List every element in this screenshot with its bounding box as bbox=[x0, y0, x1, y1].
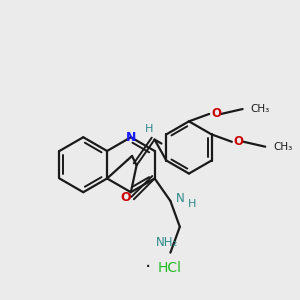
Text: O: O bbox=[234, 135, 244, 148]
Text: O: O bbox=[121, 191, 131, 204]
Text: H: H bbox=[145, 124, 153, 134]
Text: O: O bbox=[211, 107, 221, 121]
Text: HCl: HCl bbox=[158, 261, 182, 275]
Text: CH₃: CH₃ bbox=[250, 104, 270, 114]
Text: ·: · bbox=[145, 258, 151, 277]
Text: NH₂: NH₂ bbox=[156, 236, 178, 249]
Text: CH₃: CH₃ bbox=[273, 142, 292, 152]
Text: N: N bbox=[176, 191, 184, 205]
Text: N: N bbox=[126, 131, 136, 144]
Text: H: H bbox=[188, 199, 196, 209]
